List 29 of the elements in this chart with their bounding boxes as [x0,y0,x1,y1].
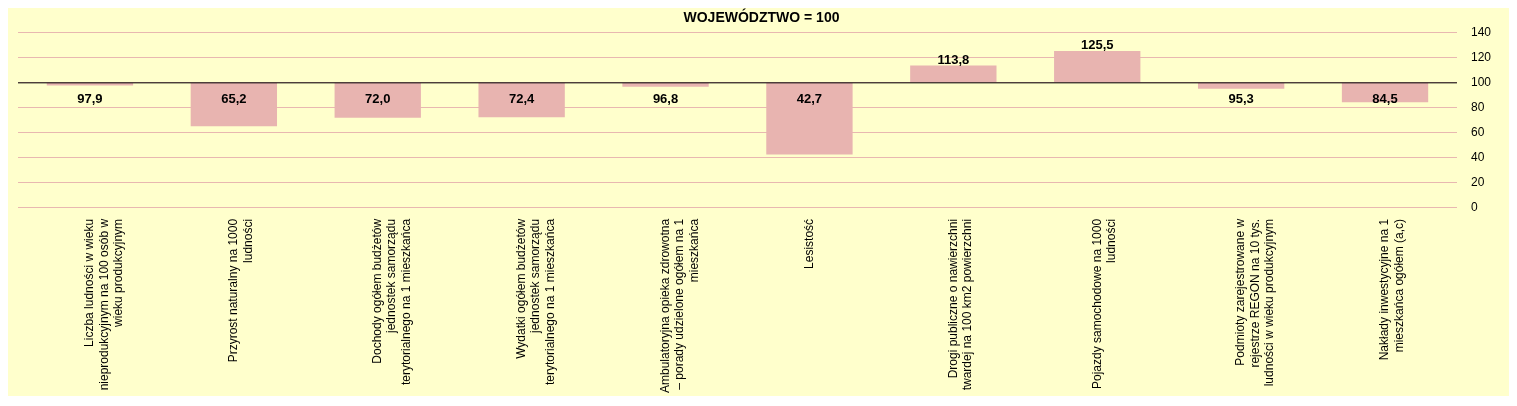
data-label: 42,7 [796,90,823,106]
x-tick-label: Nakłady inwestycyjne na 1 mieszkańca ogółem (a,c) [1377,218,1406,361]
data-label: 113,8 [937,51,970,67]
bar [622,82,709,87]
data-label: 84,5 [1372,90,1398,106]
x-tick-label: Przyrost naturalny na 1000 ludności [226,218,255,363]
data-label: 72,4 [508,90,536,106]
data-label: 65,2 [221,90,247,106]
y-tick-label: 80 [1470,100,1485,115]
data-label: 95,3 [1228,90,1254,106]
y-tick-label: 100 [1470,75,1492,90]
x-tick-label: Ambulatoryjna opieka zdrowotna – porady udzielone ogółem na 1 mieszkańca [657,218,701,394]
data-label: 72,0 [365,90,391,106]
y-tick-label: 0 [1470,200,1478,215]
y-tick-label: 120 [1470,50,1492,65]
chart-title: WOJEWÓDZTWO = 100 [683,8,840,26]
bar [1197,82,1285,89]
x-tick-label: Drogi publiczne o nawierzchni twardej na 100 km2 powierzchni [945,218,975,391]
x-tick-label: Pojazdy samochodowe na 1000 ludności [1089,218,1118,390]
data-label: 125,5 [1080,37,1114,53]
x-tick-label: Liczba ludności w wieku nieprodukcyjnym na 100 osób w wieku produkcyjnym [82,218,126,391]
data-label: 96,8 [652,90,679,106]
y-tick-label: 40 [1470,150,1485,165]
bar [910,65,997,83]
data-label: 97,9 [77,90,103,106]
y-tick-label: 140 [1470,25,1492,40]
x-tick-label: Lesistość [801,218,816,269]
y-tick-label: 20 [1470,175,1485,190]
y-tick-label: 60 [1470,125,1485,140]
